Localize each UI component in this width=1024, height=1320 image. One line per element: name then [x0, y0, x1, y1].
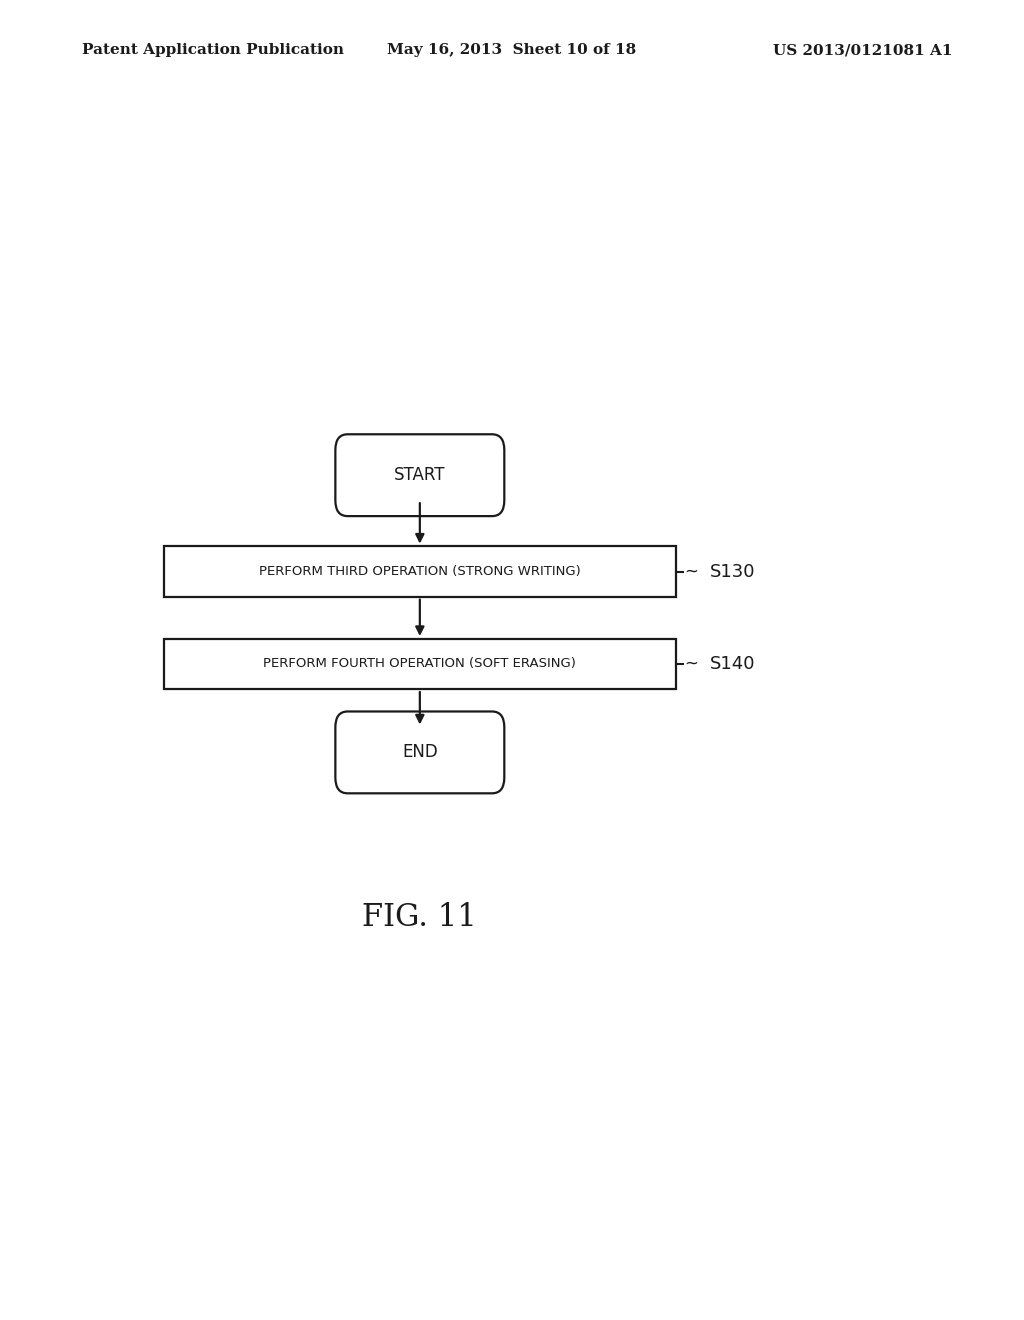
Text: ~: ~: [684, 562, 698, 581]
Text: PERFORM THIRD OPERATION (STRONG WRITING): PERFORM THIRD OPERATION (STRONG WRITING): [259, 565, 581, 578]
FancyBboxPatch shape: [335, 711, 504, 793]
Text: PERFORM FOURTH OPERATION (SOFT ERASING): PERFORM FOURTH OPERATION (SOFT ERASING): [263, 657, 577, 671]
Text: START: START: [394, 466, 445, 484]
Text: Patent Application Publication: Patent Application Publication: [82, 44, 344, 57]
Text: ~: ~: [684, 655, 698, 673]
Bar: [164, 546, 676, 597]
Text: S130: S130: [710, 562, 755, 581]
Text: FIG. 11: FIG. 11: [362, 902, 477, 933]
Text: S140: S140: [710, 655, 755, 673]
Text: May 16, 2013  Sheet 10 of 18: May 16, 2013 Sheet 10 of 18: [387, 44, 637, 57]
FancyBboxPatch shape: [335, 434, 504, 516]
Text: US 2013/0121081 A1: US 2013/0121081 A1: [773, 44, 952, 57]
Bar: [164, 639, 676, 689]
Text: END: END: [402, 743, 437, 762]
